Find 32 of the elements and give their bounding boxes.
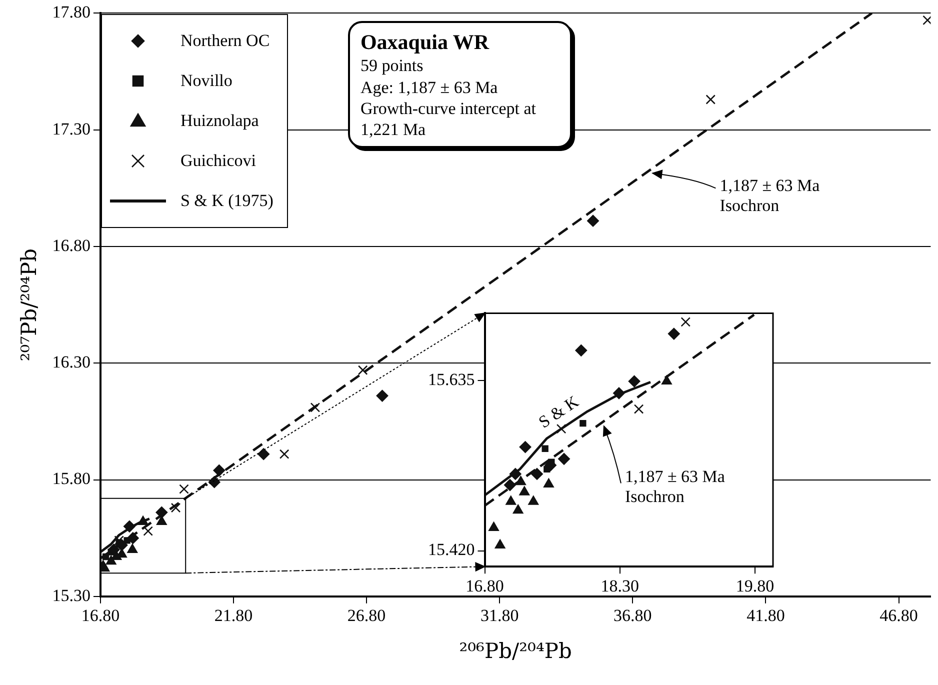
y-axis-title: ²⁰⁷Pb/²⁰⁴Pb	[17, 248, 42, 362]
y-tick-label: 17.30	[52, 119, 90, 138]
x-tick-label: 16.80	[81, 606, 120, 626]
annotation: Growth-curve intercept at 1,221 Ma	[360, 98, 538, 140]
y-tick-label: 15.30	[52, 586, 90, 605]
x-tick-label: 19.80	[736, 576, 774, 596]
y-tick-label: 15.420	[428, 540, 475, 560]
y-tick-label: 16.80	[52, 236, 90, 255]
annotation: Age: 1,187 ± 63 Ma	[360, 76, 499, 98]
x-tick-label: 18.30	[600, 576, 639, 596]
y-tick-label: 16.30	[52, 352, 90, 372]
text: S & K	[535, 392, 583, 432]
annotation: 59 points	[360, 55, 424, 77]
x-tick-label: 41.80	[746, 606, 785, 626]
x-tick-label: 26.80	[347, 606, 386, 626]
x-tick-label: 21.80	[214, 606, 253, 626]
legend-label: Huiznolapa	[180, 111, 259, 132]
y-tick-label: 15.635	[428, 370, 475, 389]
legend-label: Northern OC	[180, 31, 270, 52]
legend-label: S & K (1975)	[180, 191, 274, 212]
annotation: 1,187 ± 63 Ma Isochron	[720, 176, 820, 216]
x-tick-label: 16.80	[466, 576, 504, 596]
annotation: Oaxaquia WR	[360, 29, 490, 56]
x-tick-label: 46.80	[880, 606, 918, 626]
y-tick-label: 17.80	[52, 2, 90, 22]
x-tick-label: 31.80	[480, 606, 519, 626]
legend-label: Guichicovi	[180, 151, 256, 172]
x-tick-label: 36.80	[614, 606, 652, 626]
annotation: 1,187 ± 63 Ma Isochron	[624, 467, 726, 506]
x-axis-title: ²⁰⁶Pb/²⁰⁴Pb	[459, 638, 572, 663]
y-tick-label: 15.80	[52, 469, 90, 488]
legend-label: Novillo	[180, 71, 232, 92]
